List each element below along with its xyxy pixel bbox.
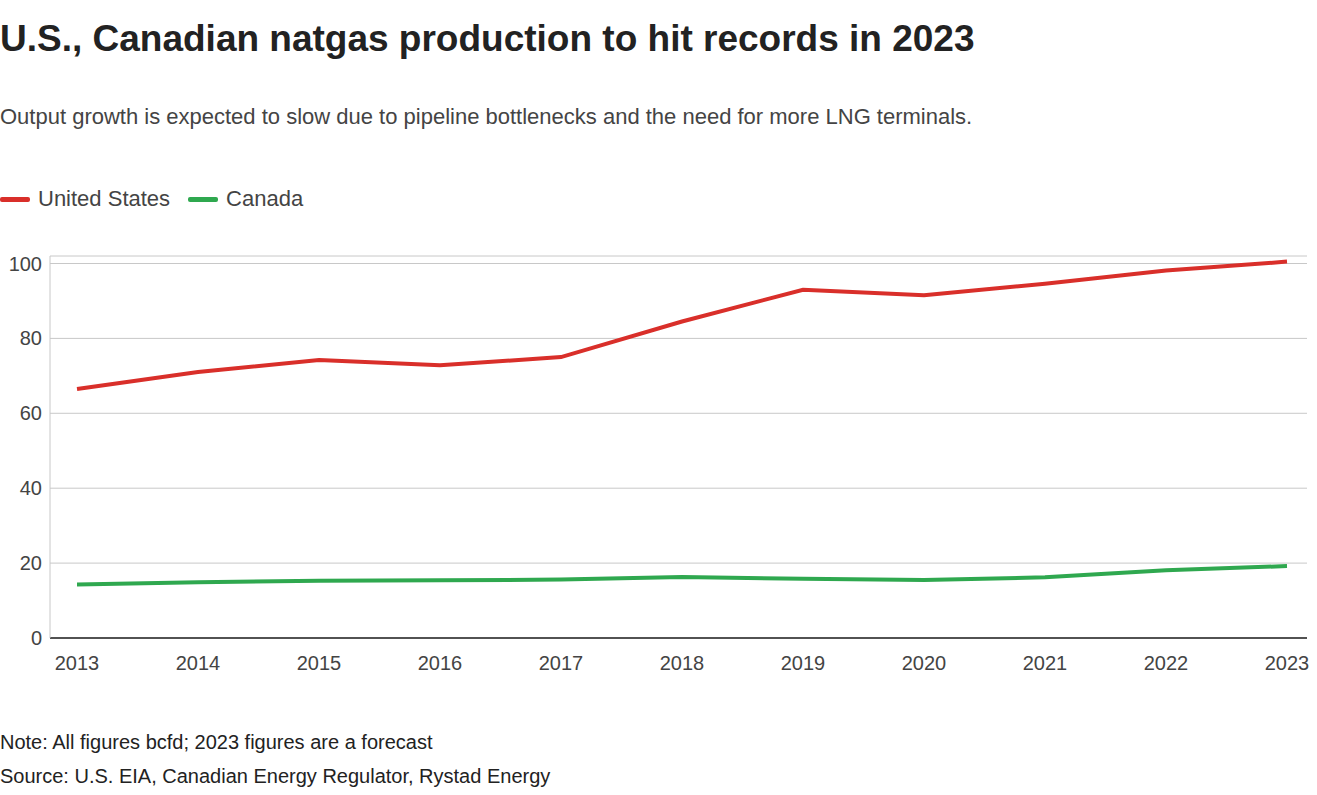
html-text:Source: U.S. EIA, Canadian Ene: Source: U.S. EIA, Canadian Energy Regula… [0, 765, 551, 787]
svg-text:2021: 2021 [1023, 652, 1068, 674]
svg-text:2016: 2016 [418, 652, 463, 674]
svg-text:80: 80 [20, 327, 42, 349]
html-text:United States: United States [38, 186, 171, 211]
svg-text:2017: 2017 [539, 652, 584, 674]
svg-text:100: 100 [9, 253, 42, 275]
svg-text:60: 60 [20, 402, 42, 424]
html-text:U.S., Canadian natgas producti: U.S., Canadian natgas production to hit … [0, 18, 975, 59]
svg-text:20: 20 [20, 552, 42, 574]
svg-text:2014: 2014 [176, 652, 221, 674]
svg-text:0: 0 [31, 627, 42, 649]
svg-text:2019: 2019 [781, 652, 826, 674]
svg-text:2020: 2020 [902, 652, 947, 674]
svg-text:2013: 2013 [55, 652, 100, 674]
svg-text:2023: 2023 [1265, 652, 1309, 674]
html-text:Output growth is expected to s: Output growth is expected to slow due to… [0, 104, 973, 129]
svg-text:40: 40 [20, 477, 42, 499]
html-text:Canada: Canada [226, 186, 304, 211]
svg-text:2022: 2022 [1144, 652, 1189, 674]
html-text:Note: All figures bcfd; 2023 f: Note: All figures bcfd; 2023 figures are… [0, 731, 433, 753]
svg-text:2015: 2015 [297, 652, 342, 674]
svg-text:2018: 2018 [660, 652, 705, 674]
